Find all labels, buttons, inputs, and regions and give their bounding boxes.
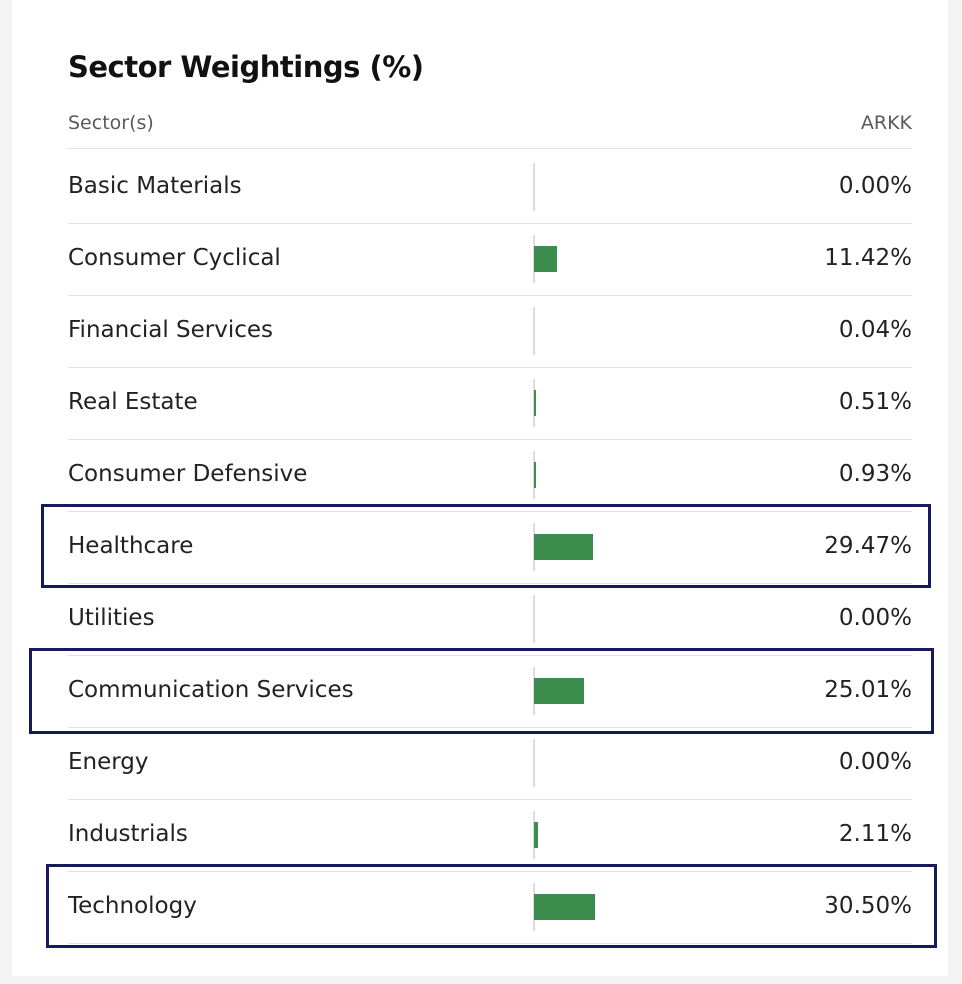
bar-axis-divider [533, 307, 535, 355]
table-row: Consumer Defensive 0.93% [68, 439, 912, 512]
bar-axis-divider [533, 739, 535, 787]
weight-value: 0.93% [838, 461, 912, 487]
table-row: Financial Services 0.04% [68, 295, 912, 368]
table-row: Real Estate 0.51% [68, 367, 912, 440]
table-row: Basic Materials 0.00% [68, 151, 912, 224]
weight-bar [534, 822, 539, 848]
weight-value: 0.00% [838, 605, 912, 631]
sector-label: Consumer Cyclical [68, 245, 281, 271]
weight-value: 0.00% [838, 749, 912, 775]
sector-label: Financial Services [68, 317, 274, 343]
table-row: Communication Services 25.01% [68, 655, 912, 728]
sector-label: Healthcare [68, 533, 194, 559]
sector-label: Utilities [68, 605, 155, 631]
weight-value: 2.11% [838, 821, 912, 847]
weight-bar [534, 390, 536, 416]
weight-value: 11.42% [824, 245, 912, 271]
weight-value: 25.01% [824, 677, 912, 703]
weight-value: 0.51% [838, 389, 912, 415]
table-row: Healthcare 29.47% [68, 511, 912, 584]
highlight-box [41, 504, 931, 588]
sector-weightings-card [12, 0, 948, 976]
table-header: Sector(s) ARKK [68, 108, 912, 149]
sector-label: Technology [68, 893, 197, 919]
sector-label: Basic Materials [68, 173, 242, 199]
sector-label: Industrials [68, 821, 188, 847]
weight-bar [534, 462, 536, 488]
sector-label: Real Estate [68, 389, 198, 415]
highlight-box [29, 648, 934, 734]
bar-axis-divider [533, 163, 535, 211]
table-row: Technology 30.50% [68, 871, 912, 944]
weight-bar [534, 246, 557, 272]
bar-axis-divider [533, 595, 535, 643]
weight-value: 0.04% [838, 317, 912, 343]
sector-label: Communication Services [68, 677, 354, 703]
weight-bar [534, 678, 585, 704]
table-row: Consumer Cyclical 11.42% [68, 223, 912, 296]
table-row: Energy 0.00% [68, 727, 912, 800]
sector-label: Energy [68, 749, 149, 775]
table-row: Utilities 0.00% [68, 583, 912, 656]
weight-bar [534, 894, 595, 920]
fund-column-header: ARKK [860, 112, 912, 134]
sector-label: Consumer Defensive [68, 461, 308, 487]
highlight-box [46, 864, 937, 948]
table-row: Industrials 2.11% [68, 799, 912, 872]
weight-value: 30.50% [824, 893, 912, 919]
sector-column-header: Sector(s) [68, 112, 154, 134]
chart-title: Sector Weightings (%) [68, 50, 424, 84]
weight-value: 0.00% [838, 173, 912, 199]
weight-value: 29.47% [824, 533, 912, 559]
weight-bar [534, 534, 593, 560]
